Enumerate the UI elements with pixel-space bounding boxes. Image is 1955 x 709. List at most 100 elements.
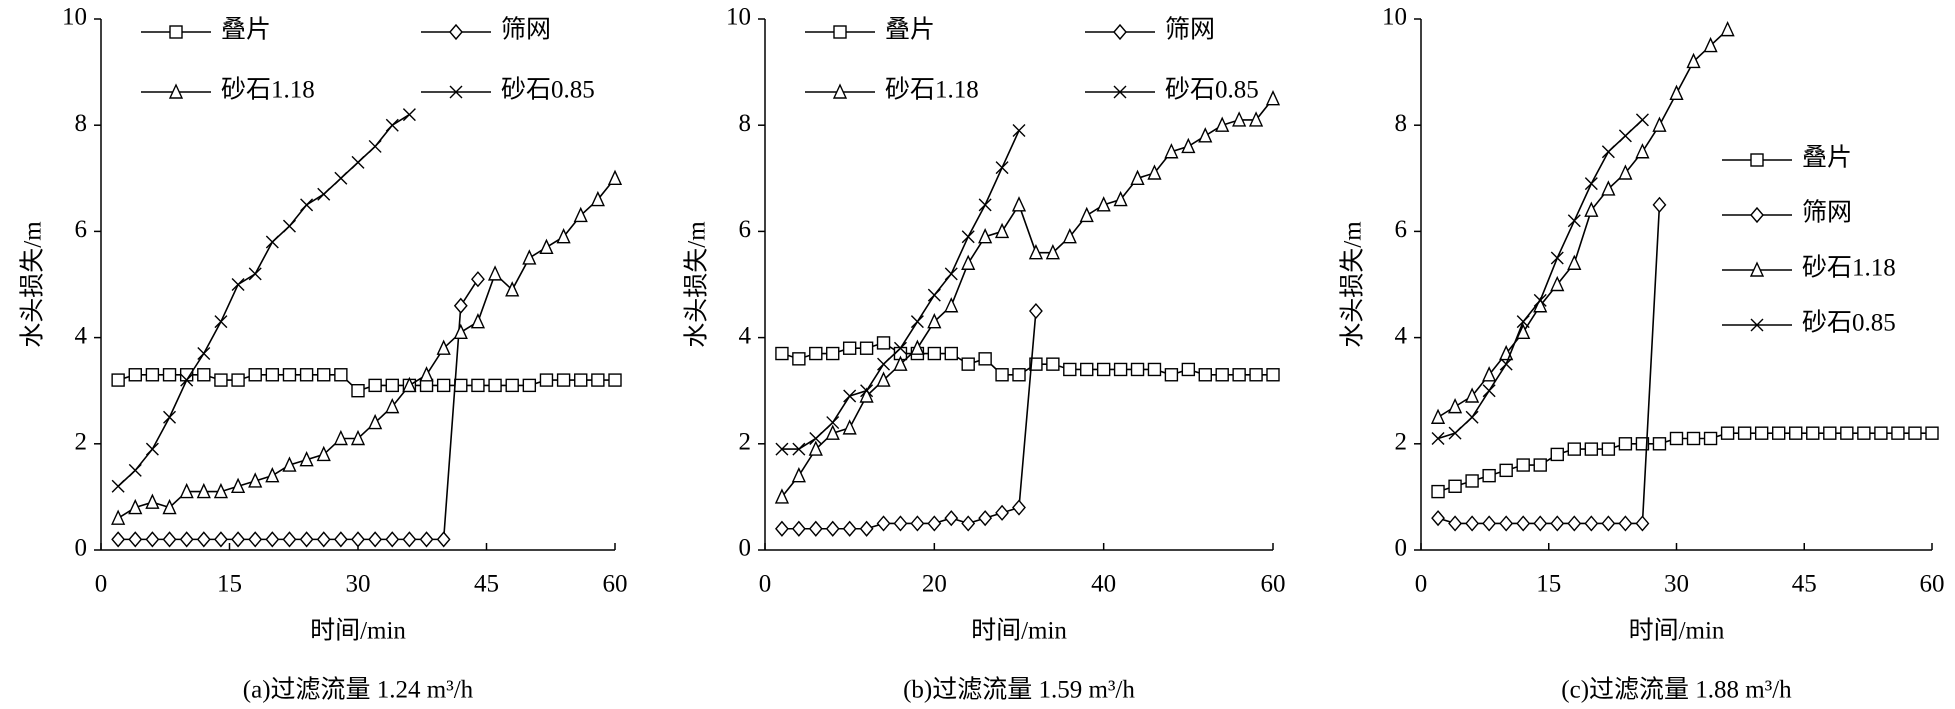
series-line (781, 98, 1274, 498)
marker-square (842, 341, 857, 355)
y-tick-label: 0 (1395, 535, 1408, 562)
marker-triangle (1045, 243, 1060, 260)
series-line (118, 278, 479, 541)
marker-square (454, 378, 468, 393)
marker-square (1147, 362, 1162, 377)
x-tick-label: 60 (603, 571, 628, 598)
marker-cross (860, 384, 874, 398)
marker-cross (145, 442, 159, 456)
x-tick-label: 0 (1415, 571, 1428, 598)
marker-square (282, 368, 297, 382)
marker-square (995, 368, 1009, 382)
marker-diamond (265, 531, 280, 548)
marker-triangle (1215, 116, 1230, 132)
marker-cross (197, 347, 211, 361)
y-tick-label: 2 (739, 429, 752, 456)
marker-diamond (316, 531, 331, 548)
marker-cross (282, 219, 296, 233)
marker-square (833, 25, 847, 39)
marker-square (169, 25, 183, 39)
x-tick-label: 30 (1664, 571, 1689, 598)
y-tick-label: 6 (739, 216, 752, 243)
marker-square (1925, 426, 1939, 440)
marker-triangle (1447, 397, 1463, 414)
marker-square (978, 352, 992, 366)
chart-caption: (c)过滤流量 1.88 m³/h (1561, 676, 1792, 704)
marker-square (471, 378, 485, 393)
marker-square (961, 357, 975, 371)
chart-caption: (b)过滤流量 1.59 m³/h (903, 676, 1135, 704)
legend-label: 叠片 (1802, 144, 1852, 172)
marker-cross (927, 288, 941, 302)
marker-cross (893, 341, 907, 355)
marker-square (1806, 426, 1820, 440)
legend-label: 筛网 (1165, 16, 1215, 44)
marker-diamond (1601, 515, 1616, 532)
marker-diamond (893, 515, 908, 532)
marker-square (1754, 426, 1769, 440)
marker-triangle (333, 429, 348, 446)
marker-cross (334, 171, 348, 185)
marker-triangle (1703, 36, 1718, 53)
marker-square (1567, 442, 1582, 456)
marker-triangle (1062, 228, 1077, 244)
marker-triangle (876, 371, 891, 387)
marker-diamond (1750, 206, 1764, 224)
marker-triangle (1550, 275, 1565, 292)
marker-triangle (1584, 201, 1599, 217)
y-tick-label: 4 (739, 322, 752, 349)
y-tick-label: 6 (75, 216, 88, 243)
marker-square (1063, 362, 1077, 377)
marker-triangle (825, 424, 840, 440)
marker-square (608, 373, 622, 387)
marker-square (1249, 368, 1263, 382)
y-tick-label: 4 (75, 322, 88, 349)
marker-diamond (179, 531, 194, 548)
marker-diamond (449, 23, 463, 41)
marker-cross (1533, 293, 1547, 307)
y-tick-label: 4 (1395, 322, 1408, 349)
marker-triangle (791, 466, 806, 483)
marker-triangle (1482, 366, 1497, 382)
marker-diamond (1448, 515, 1462, 532)
marker-diamond (196, 531, 211, 548)
x-tick-label: 30 (346, 571, 371, 598)
marker-cross (111, 479, 125, 493)
marker-diamond (978, 510, 993, 527)
marker-triangle (1265, 89, 1281, 106)
marker-square (1891, 426, 1905, 440)
marker-square (1113, 362, 1128, 377)
marker-diamond (876, 515, 891, 532)
marker-triangle (1164, 143, 1179, 159)
marker-cross (300, 198, 314, 212)
marker-cross (1618, 129, 1632, 143)
marker-square (574, 373, 588, 387)
legend-label: 砂石1.18 (885, 76, 979, 104)
marker-diamond (775, 520, 789, 537)
marker-diamond (368, 531, 383, 548)
x-axis-label: 时间/min (971, 617, 1067, 645)
marker-triangle (522, 249, 537, 265)
marker-square (1635, 437, 1650, 451)
y-tick-label: 0 (739, 535, 752, 562)
marker-diamond (248, 531, 263, 548)
x-tick-label: 45 (474, 571, 499, 598)
marker-diamond (1465, 515, 1480, 532)
marker-cross (1012, 124, 1026, 138)
marker-triangle (368, 413, 383, 430)
marker-square (351, 384, 365, 398)
marker-square (231, 373, 245, 387)
marker-diamond (333, 531, 348, 548)
marker-cross (248, 267, 262, 281)
marker-cross (1750, 318, 1764, 332)
y-axis-label: 水头损失/m (1339, 221, 1367, 348)
marker-cross (826, 416, 840, 430)
marker-cross (961, 230, 975, 244)
y-tick-label: 0 (75, 535, 88, 562)
marker-triangle (402, 376, 417, 393)
marker-triangle (842, 419, 857, 435)
marker-diamond (111, 531, 126, 548)
marker-triangle (961, 254, 976, 270)
marker-cross (214, 315, 228, 329)
marker-triangle (436, 339, 451, 355)
